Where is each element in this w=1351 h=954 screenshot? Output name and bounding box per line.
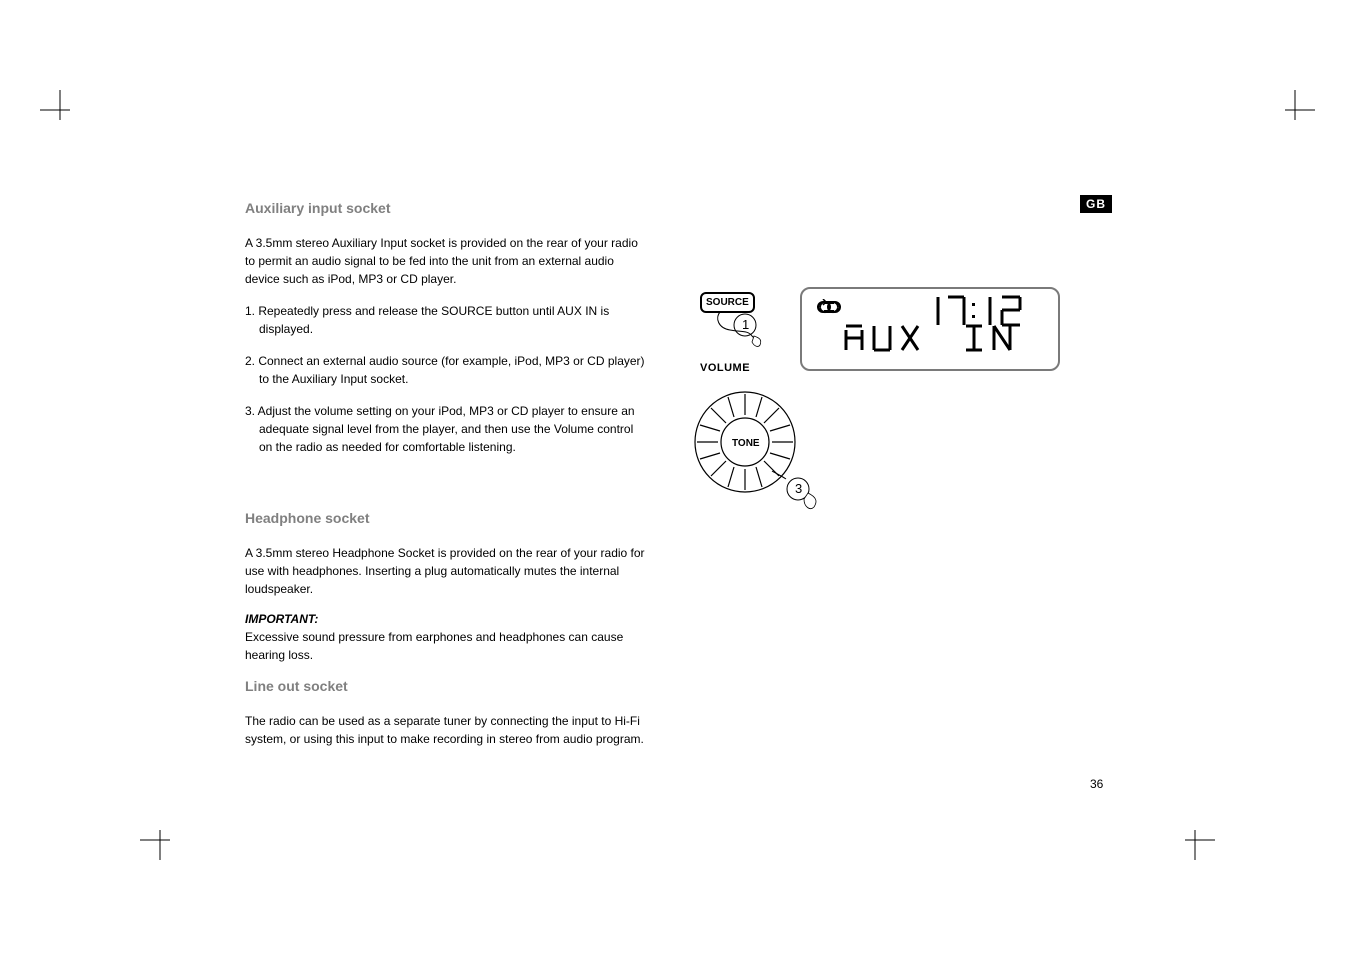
callout-3: 3 <box>795 481 802 496</box>
crop-mark-bl <box>140 820 180 860</box>
lcd-display <box>800 287 1060 371</box>
callout-1: 1 <box>742 317 749 332</box>
aux-step-2: 2. Connect an external audio source (for… <box>245 352 645 388</box>
source-button-diagram: SOURCE 1 <box>700 292 755 313</box>
crop-mark-br <box>1175 820 1215 860</box>
section-title-lineout: Line out socket <box>245 678 645 694</box>
page-number: 36 <box>1090 777 1103 791</box>
crop-mark-tl <box>40 90 80 130</box>
section-title-aux: Auxiliary input socket <box>245 200 645 216</box>
important-text: Excessive sound pressure from earphones … <box>245 628 645 664</box>
section-title-headphone: Headphone socket <box>245 510 645 526</box>
hand-icon-1: 1 <box>710 310 780 365</box>
lineout-para: The radio can be used as a separate tune… <box>245 712 645 748</box>
headphone-para: A 3.5mm stereo Headphone Socket is provi… <box>245 544 645 598</box>
aux-step-1: 1. Repeatedly press and release the SOUR… <box>245 302 645 338</box>
lcd-text <box>842 322 1052 363</box>
loop-icon <box>816 299 842 320</box>
volume-label: VOLUME <box>700 362 750 374</box>
crop-mark-tr <box>1275 90 1315 130</box>
important-label: IMPORTANT: <box>245 612 645 626</box>
tone-label: TONE <box>732 438 760 449</box>
tone-knob-diagram: TONE 3 <box>690 387 830 522</box>
aux-intro: A 3.5mm stereo Auxiliary Input socket is… <box>245 234 645 288</box>
aux-step-3: 3. Adjust the volume setting on your iPo… <box>245 402 645 456</box>
